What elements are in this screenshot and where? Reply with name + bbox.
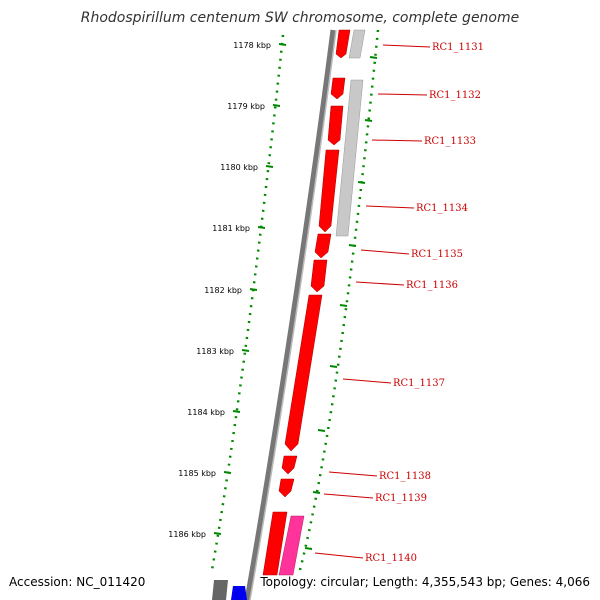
outer-scale-tick — [348, 244, 357, 247]
gene-label[interactable]: RC1_1140 — [365, 553, 417, 564]
gene-feature-gray-1[interactable] — [348, 29, 366, 59]
chromosome-backbone-highlight — [249, 29, 337, 600]
gene-feature-blue[interactable] — [231, 586, 247, 600]
gene-label[interactable]: RC1_1138 — [379, 471, 431, 482]
gene-label-leader — [365, 205, 415, 209]
outer-scale-tick — [357, 181, 366, 184]
gene-label[interactable]: RC1_1139 — [375, 493, 427, 504]
gene-label[interactable]: RC1_1134 — [416, 203, 468, 214]
gene-label-leader — [377, 93, 428, 96]
chromosome-backbone — [244, 29, 336, 600]
gene-label[interactable]: RC1_1135 — [411, 249, 463, 260]
outer-scale-tick — [329, 365, 338, 368]
gene-label-leader — [342, 378, 392, 384]
scale-tick-label: 1183 kbp — [196, 347, 234, 356]
outer-scale-tick — [312, 491, 321, 494]
outer-scale-tick — [339, 304, 348, 307]
scale-tick-mark — [213, 532, 222, 535]
outer-scale-tick — [364, 119, 373, 122]
outer-scale-tick — [304, 547, 313, 550]
scale-tick-mark — [249, 288, 258, 291]
scale-tick-mark — [223, 471, 232, 474]
scale-tick-label: 1178 kbp — [233, 41, 271, 50]
gene-label[interactable]: RC1_1133 — [424, 136, 476, 147]
scale-tick-label: 1184 kbp — [187, 408, 225, 417]
gene-feature-rc1-1140[interactable] — [262, 511, 288, 576]
accession-text: Accession: NC_011420 — [9, 575, 145, 589]
gene-label[interactable]: RC1_1131 — [432, 42, 484, 53]
gene-feature-rc1-1135[interactable] — [314, 233, 332, 259]
gene-feature-rc1-1137[interactable] — [284, 294, 323, 452]
scale-tick-label: 1185 kbp — [178, 469, 216, 478]
scale-tick-mark — [257, 226, 266, 229]
gene-label-leader — [371, 139, 423, 142]
scale-tick-mark — [278, 43, 287, 46]
outer-scale-tick — [369, 56, 378, 59]
gene-label-leader — [360, 249, 410, 255]
scale-tick-mark — [272, 104, 281, 107]
gene-label[interactable]: RC1_1132 — [429, 90, 481, 101]
gene-feature-rc1-1134[interactable] — [318, 149, 340, 233]
gene-label[interactable]: RC1_1136 — [406, 280, 458, 291]
outer-scale-tick — [317, 429, 326, 432]
scale-tick-mark — [232, 410, 241, 413]
scale-tick-label: 1179 kbp — [227, 102, 265, 111]
gene-feature-rc1-1133[interactable] — [327, 105, 344, 146]
scale-tick-mark — [265, 165, 274, 168]
gene-label-leader — [328, 471, 378, 477]
scale-tick-label: 1181 kbp — [212, 224, 250, 233]
genome-summary-text: Topology: circular; Length: 4,355,543 bp… — [259, 575, 590, 589]
gene-label[interactable]: RC1_1137 — [393, 378, 445, 389]
scale-tick-label: 1180 kbp — [220, 163, 258, 172]
gene-features — [212, 29, 366, 600]
gene-feature-rc1-1139[interactable] — [278, 478, 295, 498]
gene-feature-rc1-1138[interactable] — [281, 455, 298, 475]
scale-tick-label: 1182 kbp — [204, 286, 242, 295]
gene-label-leader — [382, 44, 431, 48]
scale-tick-label: 1186 kbp — [168, 530, 206, 539]
gene-feature-rc1-1132[interactable] — [330, 77, 346, 100]
gene-feature-pink[interactable] — [278, 515, 305, 576]
gene-label-leader — [314, 552, 364, 559]
map-title: Rhodospirillum centenum SW chromosome, c… — [81, 10, 520, 26]
scale-tick-mark — [241, 349, 250, 352]
gene-label-leader — [323, 493, 374, 499]
gene-labels: RC1_1131 RC1_1132 RC1_1133 RC1_1134 RC1_1135… — [314, 42, 484, 564]
gene-feature-gray-2[interactable] — [335, 79, 364, 237]
scale-ring-inner — [210, 34, 285, 571]
gene-feature-rc1-1136[interactable] — [310, 259, 328, 293]
gene-feature-gray-3[interactable] — [212, 580, 228, 600]
gene-feature-rc1-1131[interactable] — [335, 29, 351, 59]
gene-label-leader — [355, 281, 405, 286]
scale-ticks: 1178 kbp 1179 kbp 1180 kbp 1181 kbp 1182 kbp… — [168, 41, 378, 550]
